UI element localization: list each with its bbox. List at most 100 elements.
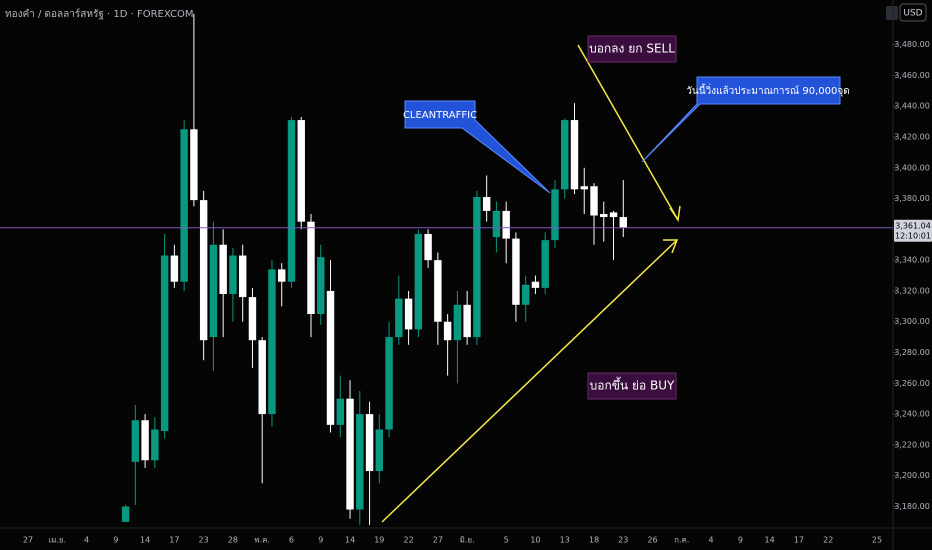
candle-body [336, 398, 344, 425]
candle-body [180, 129, 188, 282]
x-tick-label: 13 [560, 536, 570, 545]
brand-callout [404, 100, 551, 194]
x-tick-label: 26 [647, 536, 657, 545]
brand-label: CLEANTRAFFIC [403, 110, 477, 121]
candle-body [229, 255, 237, 295]
candle-body [541, 240, 549, 288]
symbol-header: ทองคำ / ดอลลาร์สหรัฐ · 1D · FOREXCOM [5, 8, 193, 20]
y-tick-label: 3,400.00 [894, 163, 930, 172]
candle-body [600, 213, 608, 218]
x-tick-label: 14 [345, 536, 355, 545]
candle-body [190, 129, 198, 201]
candle-body [395, 298, 403, 338]
candle-body [297, 120, 305, 222]
candle-body [551, 189, 559, 241]
candle-body [424, 233, 432, 261]
candle-body [209, 244, 218, 338]
y-tick-label: 3,260.00 [894, 379, 930, 388]
x-tick-label: 9 [738, 536, 743, 545]
y-tick-label: 3,280.00 [894, 348, 930, 357]
candle-body [346, 398, 354, 510]
y-tick-label: 3,180.00 [894, 502, 930, 511]
candle-body [512, 238, 520, 305]
currency-button[interactable] [899, 3, 927, 22]
candle-body [317, 257, 325, 315]
candle-body [473, 197, 481, 338]
y-tick-label: 3,480.00 [894, 40, 930, 49]
x-tick-label: 28 [228, 536, 238, 545]
x-tick-label: 9 [318, 536, 323, 545]
x-tick-label: 22 [823, 536, 833, 545]
note-label: วันนี้วิ่งแล้วประมาณการณ์ 90,000จุด [686, 83, 849, 97]
y-tick-label: 3,340.00 [894, 256, 930, 265]
currency-label: USD [903, 9, 922, 19]
y-tick-label: 3,420.00 [894, 133, 930, 142]
y-tick-label: 3,380.00 [894, 194, 930, 203]
x-tick-label: มิ.ย. [460, 536, 475, 545]
x-tick-label: 18 [589, 536, 599, 545]
x-tick-label: 9 [113, 536, 118, 545]
candle-body [219, 244, 227, 295]
candle-body [434, 260, 442, 322]
candle-body [414, 233, 423, 330]
x-tick-label: 27 [433, 536, 443, 545]
sell-box [587, 35, 677, 63]
candle-body [502, 210, 510, 239]
x-tick-label: 23 [199, 536, 209, 545]
candle-body [365, 414, 374, 472]
x-tick-label: พ.ค. [254, 536, 270, 545]
candle-body [278, 269, 286, 282]
sell-label: บอกลง ยก SELL [589, 42, 675, 56]
candle-body [590, 186, 598, 216]
candle-body [619, 217, 627, 228]
candle-body [287, 120, 296, 282]
x-tick-label: 10 [530, 536, 540, 545]
candle-body [131, 420, 140, 462]
y-tick-label: 3,440.00 [894, 102, 930, 111]
buy-label: บอกขึ้น ย่อ BUY [590, 377, 675, 393]
candle-body [453, 304, 462, 341]
arrow-head [669, 205, 681, 223]
candle-body [570, 120, 579, 190]
x-tick-label: 14 [140, 536, 150, 545]
y-tick-label: 3,240.00 [894, 410, 930, 419]
candle-body [521, 284, 530, 305]
candle-body [141, 420, 149, 461]
x-tick-label: 4 [709, 536, 714, 545]
x-tick-label: 17 [794, 536, 804, 545]
candle-body [492, 210, 501, 238]
icon-button[interactable] [886, 6, 898, 20]
candle-body [404, 298, 413, 330]
x-tick-label: 17 [169, 536, 179, 545]
buy-box [587, 372, 677, 400]
y-tick-label: 3,200.00 [894, 471, 930, 480]
x-tick-label: 27 [23, 536, 33, 545]
candle-body [561, 120, 569, 190]
countdown-label: 12:10:01 [895, 231, 931, 240]
candle-body [482, 197, 491, 211]
candle-body [268, 269, 276, 415]
candle-body [151, 429, 159, 461]
x-tick-label: เม.ย. [48, 536, 66, 545]
candle-body [463, 304, 471, 338]
x-tick-label: 5 [504, 536, 509, 545]
plot [121, 13, 627, 525]
candle-body [238, 255, 247, 298]
last-price-label: 3,361.04 [895, 221, 931, 230]
y-tick-label: 3,460.00 [894, 71, 930, 80]
candle-body [326, 290, 335, 425]
x-tick-label: 25 [872, 536, 882, 545]
candle-body [375, 429, 384, 472]
candle-body [443, 321, 452, 341]
candle-body [356, 414, 364, 510]
x-tick-label: 19 [374, 536, 384, 545]
candle-body [307, 221, 315, 315]
arrow-head [663, 239, 679, 254]
x-tick-label: 22 [403, 536, 413, 545]
trend-line [577, 44, 679, 221]
x-tick-label: ก.ค. [674, 536, 689, 545]
candle-body [121, 506, 130, 522]
x-tick-label: 6 [289, 536, 294, 545]
trend-line [381, 239, 678, 523]
